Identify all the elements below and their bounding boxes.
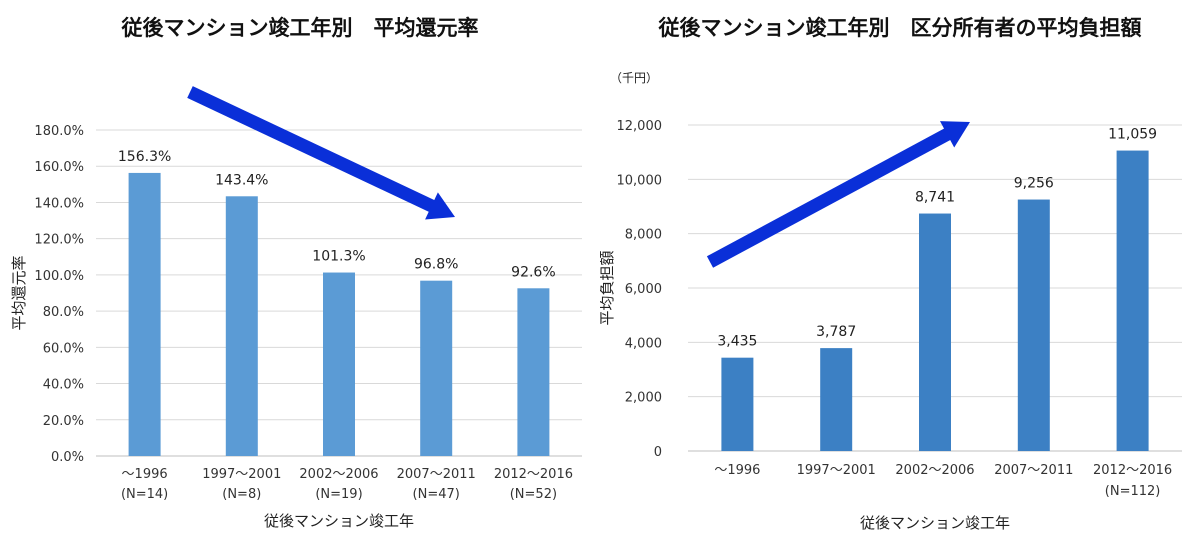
right-x-tick-label: 2007〜2011 [994, 463, 1073, 478]
left-y-tick-label: 40.0% [43, 378, 84, 393]
left-data-label: 101.3% [312, 249, 365, 265]
right-x-tick-note: (N=112) [1105, 484, 1161, 499]
left-data-label: 96.8% [414, 257, 458, 273]
left-y-tick-label: 160.0% [34, 160, 84, 175]
right-y-tick-label: 2,000 [625, 391, 662, 406]
left-x-tick-label: 2002〜2006 [299, 467, 378, 482]
left-x-tick-label: 〜1996 [122, 467, 168, 482]
right-x-tick-label: 2002〜2006 [895, 463, 974, 478]
right-data-label: 3,435 [717, 334, 757, 350]
left-x-tick-note: (N=14) [121, 487, 168, 502]
right-chart-title: 従後マンション竣工年別 区分所有者の平均負担額 [658, 16, 1142, 40]
right-y-tick-label: 10,000 [617, 173, 663, 188]
left-y-axis-title: 平均還元率 [10, 255, 28, 330]
right-chart: 0 2,000 4,000 6,000 8,000 10,000 12,000 3,435 〜1… [598, 71, 1182, 532]
left-x-tick-label: 1997〜2001 [202, 467, 281, 482]
right-data-label: 8,741 [915, 190, 955, 206]
left-y-tick-label: 120.0% [34, 233, 84, 248]
left-chart: 0.0% 20.0% 40.0% 60.0% 80.0% 100.0% 120.0% 140.… [10, 86, 582, 530]
left-x-tick-note: (N=47) [413, 487, 460, 502]
right-x-tick-label: 〜1996 [714, 463, 760, 478]
left-chart-title: 従後マンション竣工年別 平均還元率 [121, 16, 479, 40]
right-y-tick-label: 8,000 [625, 228, 662, 243]
left-y-tick-label: 0.0% [51, 450, 84, 465]
left-x-tick-label: 2007〜2011 [397, 467, 476, 482]
left-trend-arrow-head [425, 192, 455, 220]
left-bar [323, 272, 355, 456]
right-y-tick-label: 0 [654, 445, 662, 460]
left-x-tick-note: (N=8) [222, 487, 261, 502]
left-y-tick-label: 20.0% [43, 414, 84, 429]
left-data-label: 92.6% [511, 264, 555, 280]
left-y-tick-label: 180.0% [34, 124, 84, 139]
left-x-axis-title: 従後マンション竣工年 [264, 512, 414, 530]
left-trend-arrow-shaft [187, 86, 437, 213]
left-bar [225, 196, 258, 456]
right-bar [820, 348, 853, 451]
right-y-axis-title: 平均負担額 [600, 250, 616, 325]
left-bar [517, 288, 550, 456]
right-y-tick-label: 6,000 [625, 282, 662, 297]
left-y-tick-label: 100.0% [34, 269, 84, 284]
right-x-tick-label: 2012〜2016 [1093, 463, 1172, 478]
left-x-tick-label: 2012〜2016 [494, 467, 573, 482]
left-y-tick-label: 60.0% [43, 341, 84, 356]
right-data-label: 11,059 [1108, 127, 1157, 143]
right-bar [919, 213, 951, 451]
right-x-tick-label: 1997〜2001 [797, 463, 876, 478]
right-x-axis-title: 従後マンション竣工年 [860, 514, 1010, 532]
right-trend-arrow-shaft [706, 127, 952, 268]
left-y-tick-label: 140.0% [34, 196, 84, 211]
left-bar [128, 172, 161, 456]
right-data-label: 9,256 [1014, 176, 1054, 192]
right-unit-label: （千円） [610, 71, 658, 85]
left-x-tick-note: (N=19) [315, 487, 362, 502]
left-chart-panel: 従後マンション竣工年別 平均還元率 0.0% 20.0% 40.0% 60.0% 80.… [0, 0, 600, 554]
left-data-label: 156.3% [118, 149, 171, 165]
left-x-tick-note: (N=52) [510, 487, 557, 502]
right-trend-arrow-head [939, 121, 970, 148]
right-bar [1116, 150, 1149, 451]
right-bar [721, 357, 754, 451]
right-y-tick-label: 12,000 [617, 119, 663, 134]
left-y-tick-label: 80.0% [43, 305, 84, 320]
right-bar [1017, 199, 1050, 451]
right-chart-panel: 従後マンション竣工年別 区分所有者の平均負担額 0 2,000 4,000 6,000… [598, 0, 1200, 554]
left-bar [420, 280, 453, 456]
right-y-tick-label: 4,000 [625, 336, 662, 351]
left-data-label: 143.4% [215, 172, 268, 188]
right-data-label: 3,787 [816, 324, 856, 340]
